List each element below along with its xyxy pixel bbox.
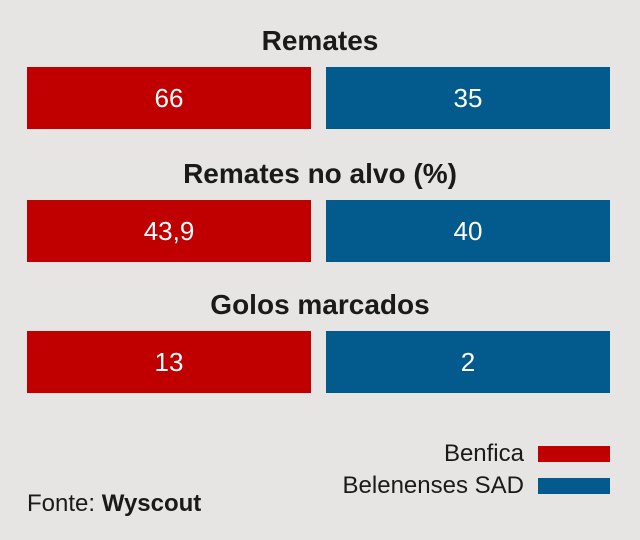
source-note: Fonte: Wyscout	[27, 490, 201, 518]
source-prefix: Fonte:	[27, 490, 96, 517]
bar-belenenses-golos-marcados: 2	[326, 331, 610, 393]
bar-belenenses-remates-no-alvo: 40	[326, 200, 610, 262]
bar-benfica-remates-no-alvo: 43,9	[27, 200, 311, 262]
metric-title-remates: Remates	[261, 25, 379, 56]
legend-item-belenenses: Belenenses SAD	[343, 470, 610, 502]
legend-swatch-belenenses	[538, 478, 610, 494]
legend-swatch-benfica	[538, 446, 610, 462]
bar-benfica-golos-marcados: 13	[27, 331, 311, 393]
legend-label-benfica: Benfica	[443, 440, 524, 467]
source-name: Wyscout	[101, 490, 202, 517]
bar-belenenses-remates: 35	[326, 67, 610, 129]
legend-label-belenenses: Belenenses SAD	[342, 472, 524, 499]
metric-title-golos-marcados: Golos marcados	[210, 289, 430, 320]
bar-benfica-remates: 66	[27, 67, 311, 129]
legend: Benfica Belenenses SAD	[343, 438, 610, 502]
metric-title-remates-no-alvo: Remates no alvo (%)	[183, 158, 457, 189]
legend-item-benfica: Benfica	[343, 438, 610, 470]
